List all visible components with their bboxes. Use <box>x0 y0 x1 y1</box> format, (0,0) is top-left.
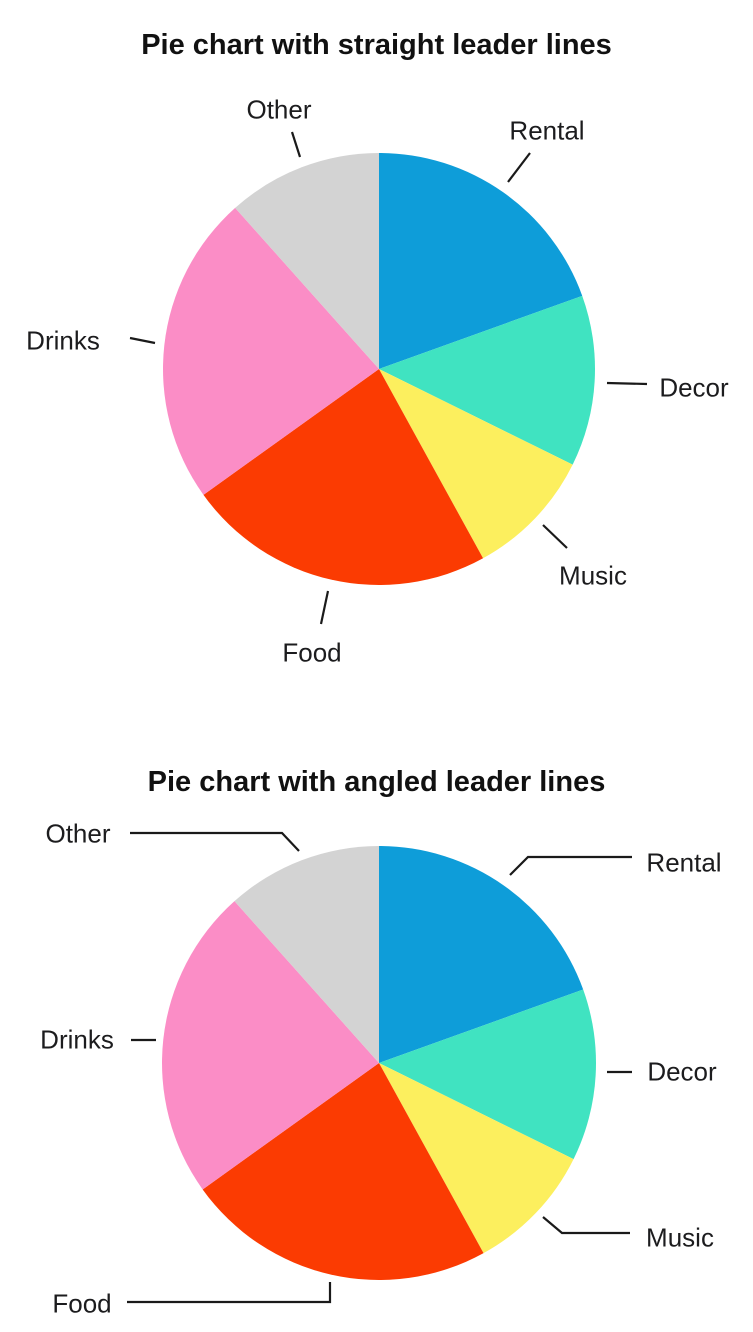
pie-slice-decor <box>379 989 596 1160</box>
pie-slice-drinks <box>162 901 379 1190</box>
pie-chart-angled-leader-lines <box>127 831 632 1304</box>
leader-line-food <box>127 1282 332 1304</box>
pie-slice-rental <box>379 153 583 369</box>
pie-chart-straight-leader-lines <box>129 131 648 625</box>
leader-line-decor <box>606 381 648 386</box>
slice-label-food: Food <box>282 637 342 668</box>
chart-title-straight-leader-lines: Pie chart with straight leader lines <box>141 29 612 61</box>
leader-line-music <box>542 524 568 549</box>
slice-label-music: Music <box>646 1222 714 1253</box>
pie-slice-rental <box>379 846 584 1063</box>
chart-title-angled-leader-lines: Pie chart with angled leader lines <box>147 766 606 798</box>
leader-line-rental <box>509 855 632 876</box>
pie-slice-music <box>379 1063 574 1254</box>
leader-line-rental <box>507 152 531 183</box>
pie-slice-other <box>235 153 379 369</box>
slice-label-rental: Rental <box>509 115 585 146</box>
pie-slice-music <box>379 369 573 559</box>
slice-label-drinks: Drinks <box>40 1024 114 1055</box>
slice-label-drinks: Drinks <box>26 325 100 356</box>
leader-line-other <box>290 131 302 158</box>
leader-line-music <box>542 1216 630 1235</box>
pie-slice-food <box>203 369 484 585</box>
slice-label-rental: Rental <box>646 847 722 878</box>
pie-slice-decor <box>379 295 595 465</box>
slice-label-decor: Decor <box>659 372 729 403</box>
slice-label-decor: Decor <box>647 1056 717 1087</box>
pie-slice-food <box>202 1063 484 1280</box>
leader-line-other <box>130 831 300 852</box>
slice-label-other: Other <box>45 818 111 849</box>
leader-line-food <box>319 590 330 625</box>
slice-label-other: Other <box>246 94 312 125</box>
pie-slice-drinks <box>163 207 379 495</box>
slice-label-food: Food <box>52 1288 112 1319</box>
pie-slice-other <box>234 846 379 1063</box>
slice-label-music: Music <box>559 560 627 591</box>
leader-line-drinks <box>129 336 156 345</box>
